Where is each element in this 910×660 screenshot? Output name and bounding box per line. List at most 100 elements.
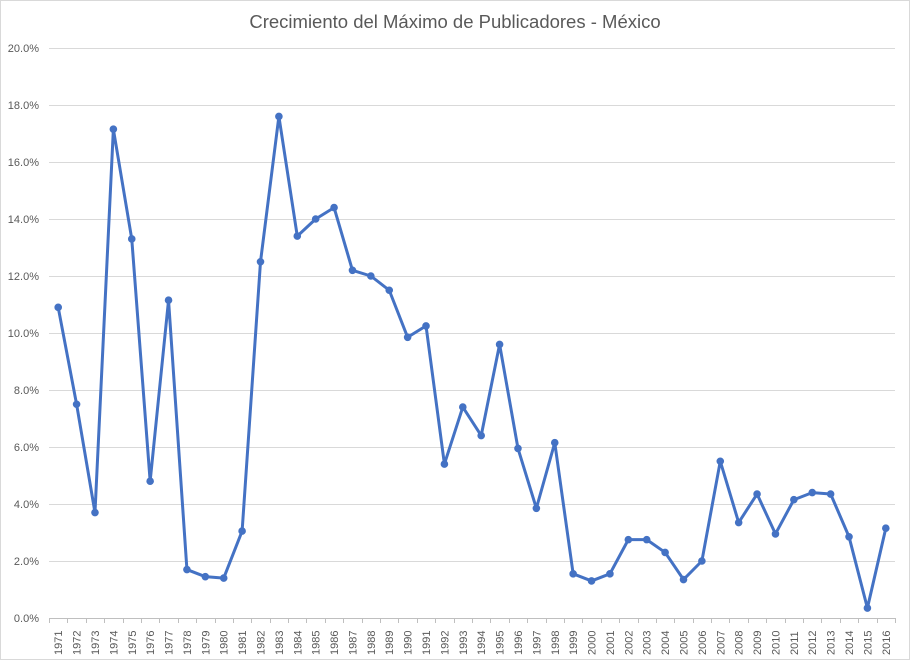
y-tick-label: 4.0% bbox=[14, 499, 39, 511]
x-tick-label: 2008 bbox=[734, 631, 746, 655]
x-tick-label: 2007 bbox=[715, 631, 727, 655]
y-tick-label: 20.0% bbox=[8, 43, 39, 55]
y-tick-label: 0.0% bbox=[14, 613, 39, 625]
data-point bbox=[385, 286, 394, 295]
y-tick-label: 8.0% bbox=[14, 385, 39, 397]
data-point bbox=[477, 431, 486, 440]
data-point bbox=[587, 577, 596, 585]
x-tick-label: 1989 bbox=[384, 631, 396, 655]
x-tick-label: 1991 bbox=[421, 631, 433, 655]
data-point bbox=[569, 570, 577, 578]
data-point bbox=[238, 527, 246, 535]
x-tick-label: 1993 bbox=[458, 631, 470, 655]
data-point bbox=[826, 490, 835, 498]
data-point bbox=[293, 232, 302, 240]
data-point bbox=[642, 535, 651, 544]
x-tick-label: 1984 bbox=[292, 631, 304, 655]
x-tick-label: 1978 bbox=[182, 631, 194, 655]
data-point bbox=[72, 400, 81, 409]
data-point bbox=[679, 575, 688, 584]
x-axis-tick-labels: 1971 1972 1973 1974 1975 1976 1977 1978 1979 1980… bbox=[53, 631, 893, 655]
data-point bbox=[734, 518, 743, 527]
data-point bbox=[550, 438, 559, 447]
y-tick-label: 2.0% bbox=[14, 556, 39, 568]
data-point bbox=[606, 570, 614, 578]
x-tick-label: 1975 bbox=[127, 631, 139, 655]
x-tick-label: 2002 bbox=[623, 631, 635, 655]
x-tick-label: 1971 bbox=[53, 631, 65, 655]
data-point bbox=[661, 548, 669, 557]
x-tick-label: 1996 bbox=[513, 631, 525, 655]
x-tick-label: 2015 bbox=[862, 631, 874, 655]
series-group bbox=[54, 112, 890, 612]
data-point bbox=[624, 535, 633, 544]
x-tick-label: 1980 bbox=[219, 631, 231, 655]
x-tick-label: 2003 bbox=[642, 631, 654, 655]
x-tick-label: 1994 bbox=[476, 631, 488, 655]
data-point bbox=[440, 460, 449, 468]
x-tick-label: 2014 bbox=[844, 631, 856, 655]
data-point bbox=[422, 322, 430, 330]
data-point bbox=[863, 604, 872, 612]
data-point bbox=[330, 203, 338, 212]
y-tick-label: 14.0% bbox=[8, 214, 39, 226]
x-tick-label: 1982 bbox=[256, 631, 268, 655]
data-point bbox=[183, 565, 191, 574]
x-tick-label: 2001 bbox=[605, 631, 617, 655]
x-tick-label: 1976 bbox=[145, 631, 157, 655]
data-point bbox=[311, 215, 320, 223]
y-axis-tick-labels: 0.0% 2.0% 4.0% 6.0% 8.0% 10.0% 12.0% 14.0% 16.0%… bbox=[8, 43, 39, 625]
data-point bbox=[256, 257, 265, 266]
data-point bbox=[882, 524, 890, 533]
data-point bbox=[403, 333, 412, 342]
series-line bbox=[56, 114, 888, 610]
x-tick-label: 1972 bbox=[72, 631, 84, 655]
y-tick-label: 6.0% bbox=[14, 442, 39, 454]
data-point bbox=[275, 112, 283, 121]
x-tick-label: 1974 bbox=[108, 631, 120, 655]
data-point bbox=[109, 125, 118, 134]
chart-title: Crecimiento del Máximo de Publicadores -… bbox=[249, 11, 660, 32]
x-tick-label: 1987 bbox=[347, 631, 359, 655]
data-point bbox=[808, 488, 817, 497]
x-tick-label: 1997 bbox=[531, 631, 543, 655]
data-point bbox=[201, 572, 210, 581]
x-tick-label: 1973 bbox=[90, 631, 102, 655]
data-point bbox=[459, 403, 467, 411]
x-tick-label: 2012 bbox=[807, 631, 819, 655]
data-point bbox=[771, 530, 780, 538]
y-tick-label: 10.0% bbox=[8, 328, 39, 340]
data-point bbox=[164, 296, 173, 305]
x-tick-label: 2009 bbox=[752, 631, 764, 655]
x-tick-label: 1986 bbox=[329, 631, 341, 655]
x-tick-label: 2004 bbox=[660, 631, 672, 655]
data-point bbox=[532, 504, 541, 513]
data-point bbox=[146, 477, 154, 486]
data-point bbox=[753, 490, 761, 498]
x-tick-label: 2005 bbox=[679, 631, 691, 655]
y-tick-label: 18.0% bbox=[8, 100, 39, 112]
x-tick-label: 2013 bbox=[826, 631, 838, 655]
data-point bbox=[127, 235, 136, 243]
data-point bbox=[367, 272, 375, 280]
x-tick-label: 2010 bbox=[770, 631, 782, 655]
x-tick-label: 1983 bbox=[274, 631, 286, 655]
data-point bbox=[495, 340, 504, 349]
x-tick-label: 1992 bbox=[439, 631, 451, 655]
data-point bbox=[219, 574, 228, 582]
data-point bbox=[716, 457, 725, 466]
x-tick-label: 1977 bbox=[164, 631, 176, 655]
x-tick-label: 1981 bbox=[237, 631, 249, 655]
data-point bbox=[790, 495, 798, 504]
x-tick-label: 1990 bbox=[403, 631, 415, 655]
x-tick-label: 1979 bbox=[200, 631, 212, 655]
data-point bbox=[514, 444, 522, 453]
y-tick-label: 12.0% bbox=[8, 271, 39, 283]
x-tick-label: 1985 bbox=[311, 631, 323, 655]
x-tick-label: 2006 bbox=[697, 631, 709, 655]
data-point bbox=[348, 266, 357, 275]
x-tick-label: 2000 bbox=[587, 631, 599, 655]
x-tick-label: 2011 bbox=[789, 631, 801, 655]
